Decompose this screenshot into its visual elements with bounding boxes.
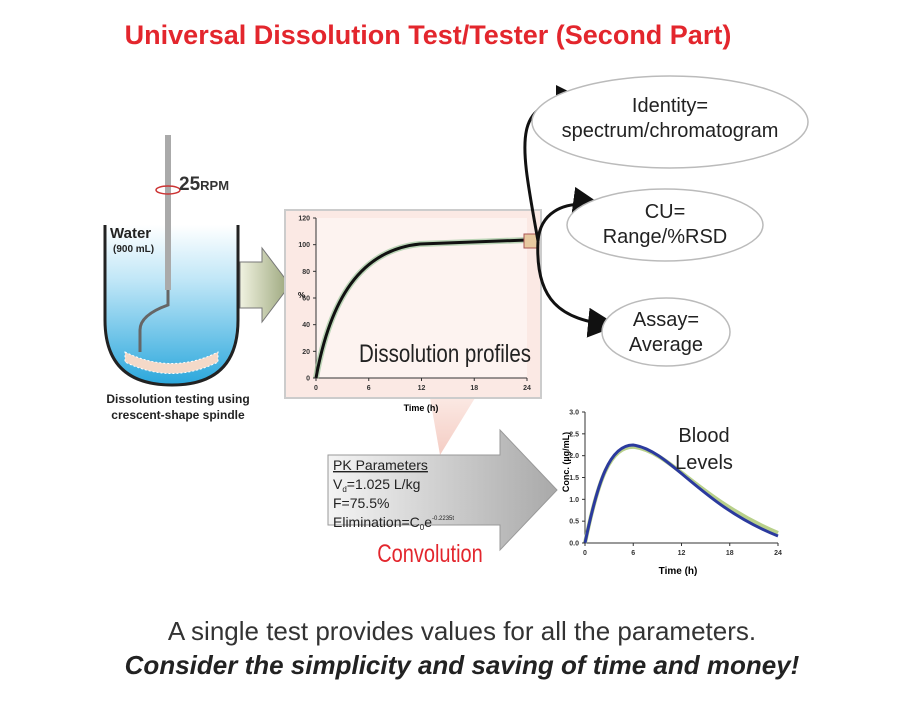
x-tick-label: 12	[678, 550, 686, 557]
x-tick-label: 0	[583, 550, 587, 557]
footer: Consider the simplicity and saving of ti…	[125, 650, 800, 680]
y-tick-label: 2.0	[569, 453, 579, 460]
y-tick-label: 1.5	[569, 475, 579, 482]
chart-label: Levels	[675, 452, 733, 474]
caption: crescent-shape spindle	[111, 408, 245, 422]
outcome-text: Range/%RSD	[603, 226, 728, 248]
x-tick-label: 24	[523, 385, 531, 392]
y-tick-label: 80	[302, 269, 310, 276]
y-tick-label: 1.0	[569, 497, 579, 504]
x-tick-label: 6	[367, 385, 371, 392]
y-tick-label: 0.0	[569, 541, 579, 548]
arrow	[239, 246, 291, 324]
outcome-text: Average	[629, 334, 703, 356]
vessel: 25RPM Water (900 mL) Dissolution testing…	[103, 135, 250, 422]
title: Universal Dissolution Test/Tester (Secon…	[125, 20, 732, 50]
outcome-text: Assay=	[633, 309, 699, 331]
footer: A single test provides values for all th…	[168, 616, 756, 646]
caption: Dissolution testing using	[106, 392, 249, 406]
y-label: Conc. (µg/mL)	[561, 432, 571, 492]
y-tick-label: 20	[302, 349, 310, 356]
chart-label: Blood	[678, 425, 729, 447]
y-tick-label: 2.5	[569, 431, 579, 438]
rpm: 25RPM	[179, 174, 229, 195]
medium: Water	[110, 225, 151, 242]
x-label: Time (h)	[404, 403, 439, 413]
outcome-text: spectrum/chromatogram	[562, 120, 779, 142]
funnel	[430, 398, 475, 455]
y-tick-label: 100	[298, 242, 310, 249]
pk-title: PK Parameters	[333, 457, 428, 473]
y-tick-label: 120	[298, 216, 310, 223]
y-label: %	[298, 291, 305, 300]
y-tick-label: 0.5	[569, 519, 579, 526]
x-label: Time (h)	[659, 566, 698, 577]
y-tick-label: 40	[302, 322, 310, 329]
x-tick-label: 12	[418, 385, 426, 392]
outcome	[531, 75, 809, 367]
chart-label: Dissolution profiles	[359, 339, 531, 367]
y-tick-label: 0	[306, 376, 310, 383]
x-tick-label: 6	[631, 550, 635, 557]
x-tick-label: 0	[314, 385, 318, 392]
outcome-text: CU=	[645, 201, 686, 223]
blood-chart: Conc. (µg/mL) Time (h) Blood Levels 3.0 2…	[561, 410, 782, 578]
x-tick-label: 18	[726, 550, 734, 557]
pk-vd: Vd=1.025 L/kg	[333, 476, 420, 494]
convolution-label: Convolution	[377, 540, 483, 568]
dissolution-chart: % Time (h) Dissolution profiles 12010080…	[284, 209, 542, 413]
pk-elimination: Elimination=C0e-0.2235t	[333, 514, 454, 532]
volume: (900 mL)	[113, 244, 154, 255]
x-tick-label: 18	[470, 385, 478, 392]
x-tick-label: 24	[774, 550, 782, 557]
y-tick-label: 3.0	[569, 410, 579, 417]
arrow	[327, 428, 558, 552]
pk-f: F=75.5%	[333, 495, 389, 511]
outcome-text: Identity=	[632, 95, 708, 117]
pk-parameters: PK Parameters Vd=1.025 L/kg F=75.5% Elim…	[333, 457, 454, 532]
y-tick-label: 60	[302, 296, 310, 303]
